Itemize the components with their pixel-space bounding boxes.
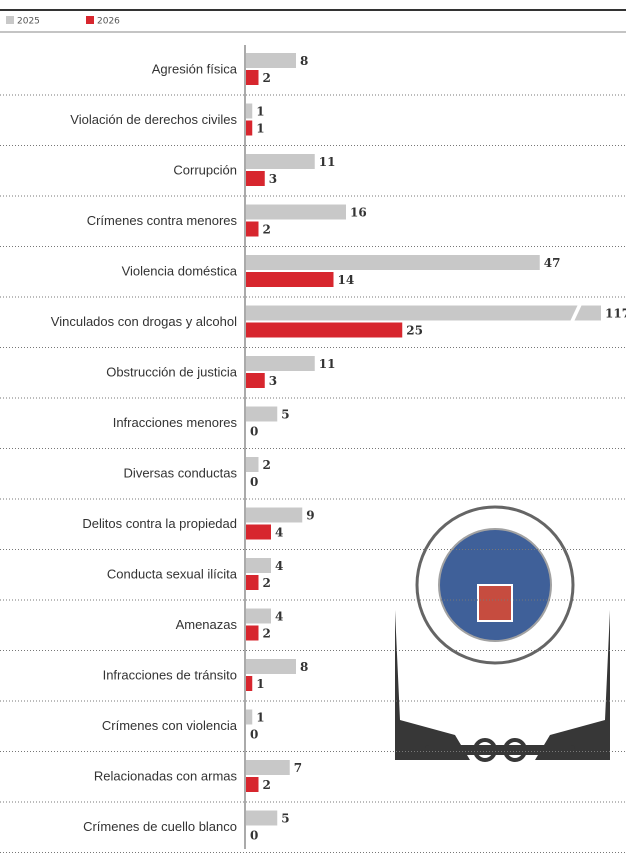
- value-label: 7: [294, 761, 302, 775]
- legend-swatch: [6, 16, 14, 24]
- value-label: 3: [269, 172, 277, 186]
- category-label: Crímenes de cuello blanco: [83, 819, 237, 834]
- category-label: Crímenes contra menores: [87, 213, 238, 228]
- value-label: 25: [406, 324, 423, 338]
- category-label: Crímenes con violencia: [102, 718, 238, 733]
- category-label: Infracciones menores: [113, 415, 238, 430]
- bar: [246, 323, 402, 338]
- category-label: Diversas conductas: [124, 465, 238, 480]
- category-label: Delitos contra la propiedad: [82, 516, 237, 531]
- category-label: Vinculados con drogas y alcohol: [51, 314, 237, 329]
- value-label: 1: [256, 105, 264, 119]
- bar: [246, 558, 271, 573]
- value-label: 2: [263, 71, 271, 85]
- bar: [246, 508, 302, 523]
- bar: [246, 760, 290, 775]
- bar: [246, 457, 259, 472]
- value-label: 1: [256, 711, 264, 725]
- bar: [246, 676, 252, 691]
- legend-label: 2026: [97, 17, 120, 27]
- category-label: Infracciones de tránsito: [103, 667, 237, 682]
- value-label: 16: [350, 206, 367, 220]
- bar: [246, 575, 259, 590]
- bar: [246, 373, 265, 388]
- category-label: Corrupción: [173, 162, 237, 177]
- value-label: 2: [263, 458, 271, 472]
- bar: [246, 272, 334, 287]
- bar: [246, 407, 277, 422]
- value-label: 5: [281, 408, 289, 422]
- bar: [246, 104, 252, 119]
- bar: [246, 609, 271, 624]
- bar: [246, 525, 271, 540]
- bar: [246, 205, 346, 220]
- bar: [246, 171, 265, 186]
- category-label: Amenazas: [176, 617, 238, 632]
- value-label: 1: [256, 122, 264, 136]
- value-label: 11: [319, 155, 336, 169]
- category-label: Relacionadas con armas: [94, 768, 238, 783]
- value-label: 2: [263, 778, 271, 792]
- page: {"chart_data": {"type": "hbar", "categor…: [0, 0, 626, 861]
- bar: [246, 626, 259, 641]
- category-label: Agresión física: [152, 61, 238, 76]
- bar: [246, 306, 601, 321]
- bar: [246, 121, 252, 136]
- value-label: 9: [306, 509, 314, 523]
- value-label: 4: [275, 559, 283, 573]
- value-label: 8: [300, 660, 308, 674]
- value-label: 3: [269, 374, 277, 388]
- bar: [246, 659, 296, 674]
- value-label: 14: [338, 273, 355, 287]
- value-label: 2: [263, 576, 271, 590]
- value-label: 0: [250, 728, 258, 742]
- bar: [246, 53, 296, 68]
- bar: [246, 356, 315, 371]
- value-label: 117: [605, 307, 626, 321]
- category-label: Violación de derechos civiles: [70, 112, 237, 127]
- seal-illustration: [395, 507, 610, 760]
- value-label: 4: [275, 610, 283, 624]
- category-label: Obstrucción de justicia: [106, 364, 238, 379]
- bar: [246, 811, 277, 826]
- bar: [246, 222, 259, 237]
- bar: [246, 154, 315, 169]
- legend-label: 2025: [17, 17, 40, 27]
- legend-swatch: [86, 16, 94, 24]
- bar: [246, 777, 259, 792]
- value-label: 2: [263, 223, 271, 237]
- value-label: 11: [319, 357, 336, 371]
- value-label: 8: [300, 54, 308, 68]
- chart: 20252026Agresión física82Violación de de…: [0, 0, 626, 861]
- value-label: 4: [275, 526, 283, 540]
- value-label: 0: [250, 475, 258, 489]
- value-label: 2: [263, 627, 271, 641]
- bar: [246, 710, 252, 725]
- value-label: 47: [544, 256, 561, 270]
- value-label: 0: [250, 425, 258, 439]
- bar: [246, 255, 540, 270]
- value-label: 1: [256, 677, 264, 691]
- bar: [246, 70, 259, 85]
- value-label: 0: [250, 829, 258, 843]
- category-label: Violencia doméstica: [122, 263, 238, 278]
- category-label: Conducta sexual ilícita: [107, 566, 238, 581]
- value-label: 5: [281, 812, 289, 826]
